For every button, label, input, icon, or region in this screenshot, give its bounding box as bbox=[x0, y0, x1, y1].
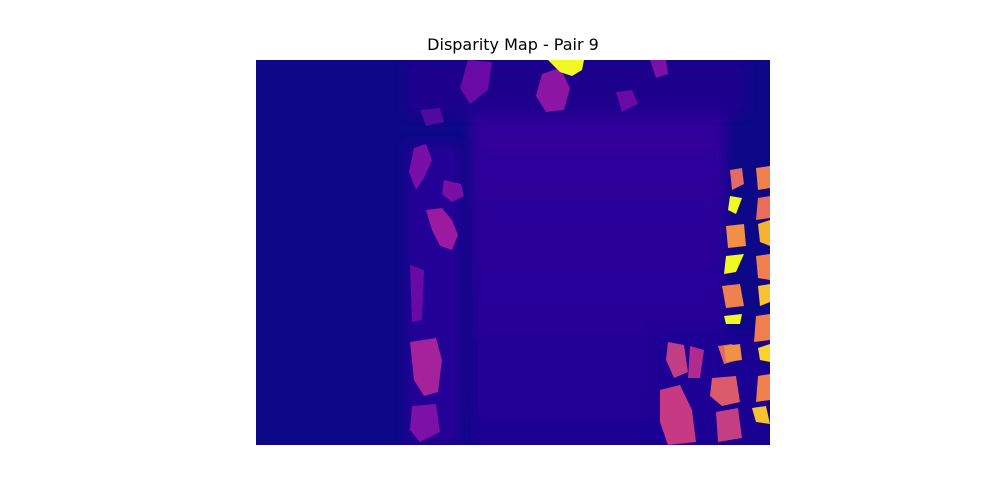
right-edge-patch bbox=[724, 254, 744, 274]
top-blob bbox=[650, 60, 668, 78]
right-edge-patch bbox=[728, 196, 742, 214]
top-blob bbox=[536, 68, 570, 112]
heatmap-right-edge bbox=[722, 166, 770, 424]
left-blob bbox=[442, 180, 464, 202]
right-edge-patch bbox=[726, 224, 746, 248]
heatmap-left-strip bbox=[406, 144, 464, 445]
left-blob bbox=[410, 265, 424, 322]
left-blob bbox=[410, 404, 440, 442]
right-edge-patch bbox=[756, 166, 770, 190]
left-blob bbox=[409, 144, 432, 190]
right-patch bbox=[716, 408, 742, 442]
right-edge-patch bbox=[758, 220, 770, 246]
top-blob bbox=[420, 108, 444, 126]
right-edge-patch bbox=[722, 284, 744, 308]
right-edge-patch bbox=[756, 374, 770, 402]
right-edge-patch bbox=[758, 284, 770, 306]
right-patch bbox=[710, 376, 740, 406]
right-edge-patch bbox=[756, 196, 770, 220]
left-blob bbox=[426, 208, 458, 250]
right-patch bbox=[688, 346, 704, 378]
left-blob bbox=[410, 338, 442, 396]
top-blob bbox=[460, 60, 492, 104]
top-yellow-spot bbox=[548, 60, 584, 76]
top-blob bbox=[616, 90, 638, 112]
right-edge-patch bbox=[724, 314, 742, 324]
disparity-heatmap bbox=[256, 60, 770, 445]
heatmap-top-blobs bbox=[420, 60, 668, 126]
right-patch bbox=[666, 342, 688, 378]
right-edge-patch bbox=[758, 344, 770, 362]
right-edge-patch bbox=[754, 314, 770, 342]
heatmap-right-lower bbox=[656, 330, 770, 445]
right-patch bbox=[660, 385, 696, 445]
chart-title: Disparity Map - Pair 9 bbox=[427, 35, 599, 54]
right-edge-patch bbox=[724, 344, 742, 362]
right-edge-patch bbox=[752, 406, 770, 424]
right-edge-patch bbox=[730, 168, 744, 190]
right-edge-patch bbox=[756, 254, 770, 280]
